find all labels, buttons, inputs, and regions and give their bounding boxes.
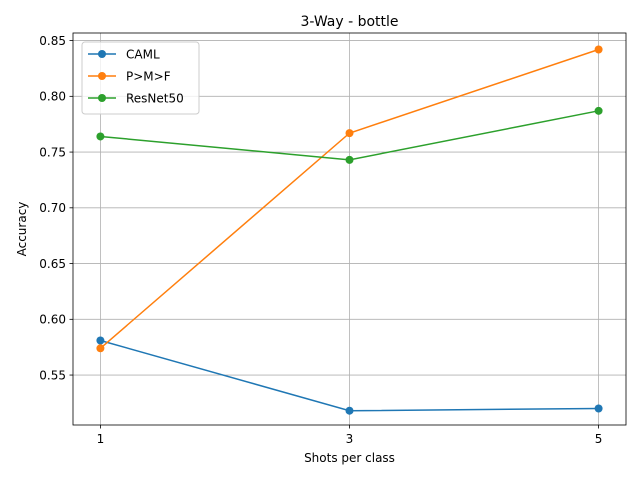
data-point-caml	[345, 406, 354, 415]
y-tick-label: 0.80	[39, 90, 66, 104]
legend-marker-resnet50	[98, 94, 106, 102]
data-point-p-m-f	[594, 45, 603, 54]
legend-label-caml: CAML	[126, 47, 160, 61]
legend-marker-caml	[98, 50, 106, 58]
data-point-caml	[594, 404, 603, 413]
x-tick-label: 1	[97, 432, 105, 446]
y-tick-label: 0.75	[39, 145, 66, 159]
legend-box	[81, 41, 200, 115]
legend-marker-p-m-f	[98, 72, 106, 80]
data-point-resnet50	[96, 132, 105, 141]
y-axis-label: Accuracy	[15, 202, 29, 257]
series-layer	[96, 45, 603, 415]
y-tick-label: 0.55	[39, 368, 66, 382]
data-point-caml	[96, 336, 105, 345]
y-tick-label: 0.70	[39, 201, 66, 215]
x-tick-label: 5	[595, 432, 603, 446]
data-point-resnet50	[345, 155, 354, 164]
y-tick-label: 0.85	[39, 34, 66, 48]
y-tick-label: 0.60	[39, 313, 66, 327]
y-tick-label: 0.65	[39, 257, 66, 271]
x-axis-label: Shots per class	[304, 451, 395, 465]
legend-label-p-m-f: P>M>F	[126, 69, 171, 83]
data-point-p-m-f	[96, 344, 105, 353]
ticks: 1 3 5 0.55 0.60 0.65 0.70 0.75 0.80 0.85	[39, 34, 602, 446]
legend-label-resnet50: ResNet50	[126, 91, 184, 105]
legend: CAML P>M>F ResNet50	[81, 41, 200, 115]
data-point-resnet50	[594, 106, 603, 115]
chart-title: 3-Way - bottle	[300, 14, 398, 30]
x-tick-label: 3	[346, 432, 354, 446]
data-point-p-m-f	[345, 129, 354, 138]
